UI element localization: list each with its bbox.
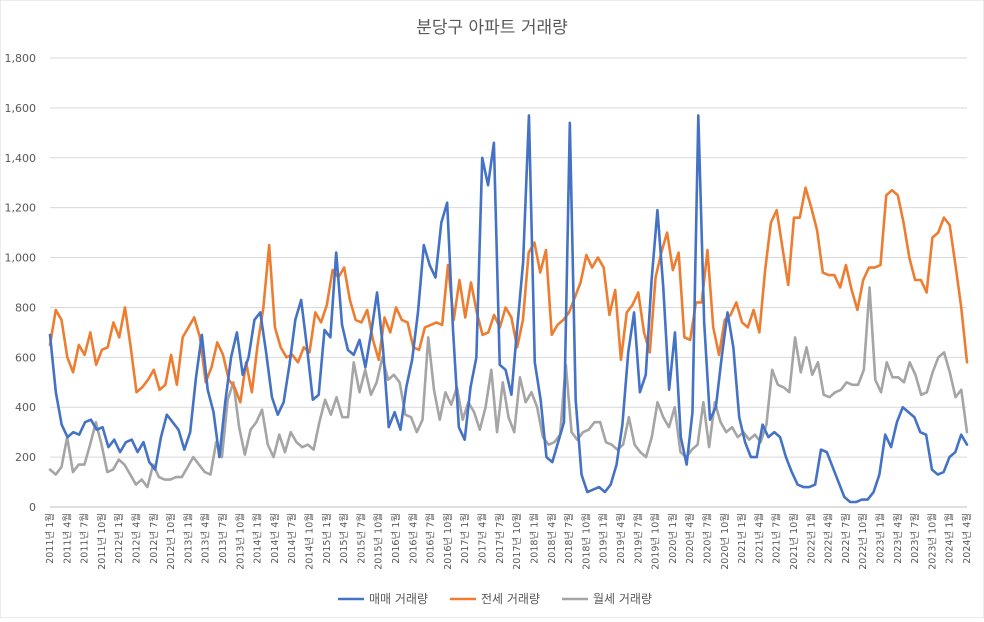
x-tick-label: 2011년 1월 bbox=[44, 513, 56, 564]
series-line-전세-거래량 bbox=[48, 186, 969, 404]
x-tick-label: 2012년 1월 bbox=[113, 513, 125, 564]
legend-label: 전세 거래량 bbox=[481, 592, 540, 606]
legend-label: 매매 거래량 bbox=[369, 592, 428, 606]
x-tick-label: 2015년 4월 bbox=[338, 513, 350, 564]
y-tick-label: 1,400 bbox=[5, 152, 37, 165]
x-tick-label: 2014년 7월 bbox=[286, 513, 298, 564]
x-tick-label: 2014년 10월 bbox=[304, 513, 316, 570]
x-tick-label: 2020년 1월 bbox=[667, 513, 679, 564]
x-axis: 2011년 1월 2011년 4월 2011년 7월 2011년 10월 2012년 1… bbox=[44, 513, 973, 570]
x-tick-label: 2012년 4월 bbox=[131, 513, 143, 564]
legend-label: 월세 거래량 bbox=[593, 592, 652, 606]
x-tick-label: 2017년 1월 bbox=[459, 513, 471, 564]
x-tick-label: 2015년 10월 bbox=[373, 513, 385, 570]
series-layer bbox=[48, 114, 969, 504]
x-tick-label: 2021년 10월 bbox=[788, 513, 800, 570]
x-tick-label: 2013년 4월 bbox=[200, 513, 212, 564]
y-tick-label: 800 bbox=[15, 301, 36, 314]
chart-title: 분당구 아파트 거래량 bbox=[416, 18, 568, 38]
x-tick-label: 2013년 7월 bbox=[217, 513, 229, 564]
y-tick-label: 1,200 bbox=[5, 202, 37, 215]
x-tick-label: 2013년 10월 bbox=[234, 513, 246, 570]
y-axis: 0 200 400 600 800 1,000 1,200 1,400 1,600 1,800 bbox=[5, 52, 37, 514]
x-tick-label: 2021년 7월 bbox=[771, 513, 783, 564]
x-tick-label: 2019년 10월 bbox=[650, 513, 662, 570]
x-tick-label: 2020년 7월 bbox=[701, 513, 713, 564]
x-tick-label: 2016년 4월 bbox=[407, 513, 419, 564]
x-tick-label: 2014년 4월 bbox=[269, 513, 281, 564]
x-tick-label: 2012년 10월 bbox=[165, 513, 177, 570]
x-tick-label: 2020년 4월 bbox=[684, 513, 696, 564]
x-tick-label: 2022년 10월 bbox=[857, 513, 869, 570]
x-tick-label: 2013년 1월 bbox=[182, 513, 194, 564]
x-tick-label: 2015년 7월 bbox=[355, 513, 367, 564]
x-tick-label: 2022년 1월 bbox=[805, 513, 817, 564]
x-tick-label: 2022년 4월 bbox=[823, 513, 835, 564]
series-line-매매-거래량 bbox=[48, 114, 969, 504]
x-tick-label: 2019년 4월 bbox=[615, 513, 627, 564]
y-tick-label: 600 bbox=[15, 351, 36, 364]
x-tick-label: 2021년 1월 bbox=[736, 513, 748, 564]
x-tick-label: 2024년 1월 bbox=[944, 513, 956, 564]
x-tick-label: 2023년 7월 bbox=[909, 513, 921, 564]
x-tick-label: 2024년 4월 bbox=[961, 513, 973, 564]
x-tick-label: 2017년 4월 bbox=[477, 513, 489, 564]
y-tick-label: 0 bbox=[29, 501, 36, 514]
x-tick-label: 2019년 7월 bbox=[632, 513, 644, 564]
x-tick-label: 2014년 1월 bbox=[252, 513, 264, 564]
x-tick-label: 2018년 1월 bbox=[528, 513, 540, 564]
x-tick-label: 2021년 4월 bbox=[753, 513, 765, 564]
x-tick-label: 2018년 10월 bbox=[580, 513, 592, 570]
x-tick-label: 2016년 1월 bbox=[390, 513, 402, 564]
y-tick-label: 1,000 bbox=[5, 252, 37, 265]
x-tick-label: 2022년 7월 bbox=[840, 513, 852, 564]
legend: 매매 거래량 전세 거래량 월세 거래량 bbox=[338, 592, 652, 606]
series-line-월세-거래량 bbox=[48, 286, 969, 489]
y-tick-label: 200 bbox=[15, 451, 36, 464]
x-tick-label: 2016년 10월 bbox=[442, 513, 454, 570]
x-tick-label: 2023년 4월 bbox=[892, 513, 904, 564]
x-tick-label: 2019년 1월 bbox=[598, 513, 610, 564]
x-tick-label: 2018년 4월 bbox=[546, 513, 558, 564]
x-tick-label: 2011년 7월 bbox=[79, 513, 91, 564]
y-tick-label: 400 bbox=[15, 401, 36, 414]
y-tick-label: 1,800 bbox=[5, 52, 37, 65]
x-tick-label: 2017년 7월 bbox=[494, 513, 506, 564]
x-tick-label: 2018년 7월 bbox=[563, 513, 575, 564]
x-tick-label: 2020년 10월 bbox=[719, 513, 731, 570]
x-tick-label: 2011년 4월 bbox=[61, 513, 73, 564]
x-tick-label: 2016년 7월 bbox=[425, 513, 437, 564]
x-tick-label: 2023년 1월 bbox=[874, 513, 886, 564]
x-tick-label: 2011년 10월 bbox=[96, 513, 108, 570]
y-tick-label: 1,600 bbox=[5, 102, 37, 115]
x-tick-label: 2015년 1월 bbox=[321, 513, 333, 564]
x-tick-label: 2012년 7월 bbox=[148, 513, 160, 564]
x-tick-label: 2023년 10월 bbox=[926, 513, 938, 570]
x-tick-label: 2017년 10월 bbox=[511, 513, 523, 570]
